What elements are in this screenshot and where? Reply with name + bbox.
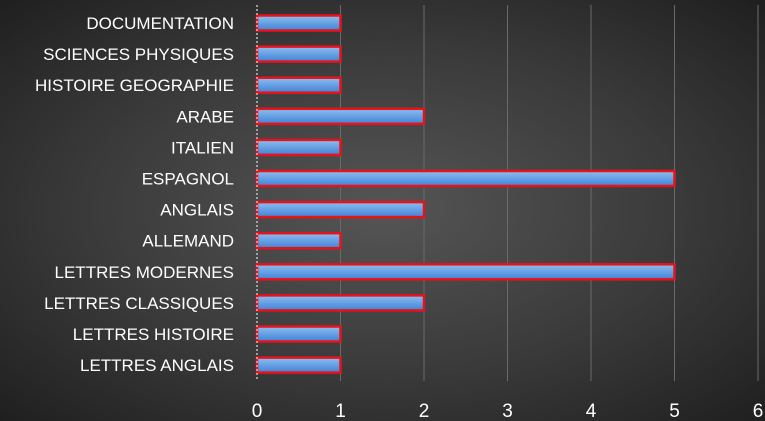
bar: [255, 107, 426, 126]
bar: [255, 325, 342, 343]
category-label: LETTRES MODERNES: [55, 263, 234, 282]
x-tick-label: 1: [335, 401, 346, 421]
category-label: HISTOIRE GEOGRAPHIE: [35, 76, 234, 95]
bar: [255, 263, 676, 281]
category-label: ALLEMAND: [142, 232, 234, 251]
category-label: ANGLAIS: [160, 201, 234, 220]
x-tick-label: 6: [753, 401, 764, 421]
bar: [255, 76, 342, 94]
category-label: SCIENCES PHYSIQUES: [43, 45, 234, 64]
bar: [255, 200, 426, 219]
category-labels: DOCUMENTATION SCIENCES PHYSIQUES HISTOIRE …: [35, 14, 234, 375]
category-label: DOCUMENTATION: [86, 14, 234, 33]
bar: [255, 356, 342, 374]
x-tick-labels: 0 1 2 3 4 5 6: [252, 401, 764, 421]
bar: [255, 294, 426, 312]
bar: [255, 231, 342, 250]
bar: [255, 169, 676, 188]
category-label: ESPAGNOL: [142, 170, 234, 189]
bars: [255, 14, 676, 374]
gridlines: [340, 5, 759, 381]
bar: [255, 45, 342, 63]
category-label: LETTRES HISTOIRE: [73, 325, 234, 344]
category-label: LETTRES ANGLAIS: [80, 356, 234, 375]
x-tick-label: 5: [669, 401, 680, 421]
x-tick-label: 4: [586, 401, 597, 421]
category-label: ITALIEN: [171, 138, 234, 157]
bar: [255, 14, 342, 32]
x-tick-label: 2: [419, 401, 430, 421]
x-tick-label: 3: [502, 401, 513, 421]
bar: [255, 138, 342, 157]
x-tick-label: 0: [252, 401, 263, 421]
category-label: LETTRES CLASSIQUES: [44, 294, 234, 313]
category-label: ARABE: [176, 107, 234, 126]
